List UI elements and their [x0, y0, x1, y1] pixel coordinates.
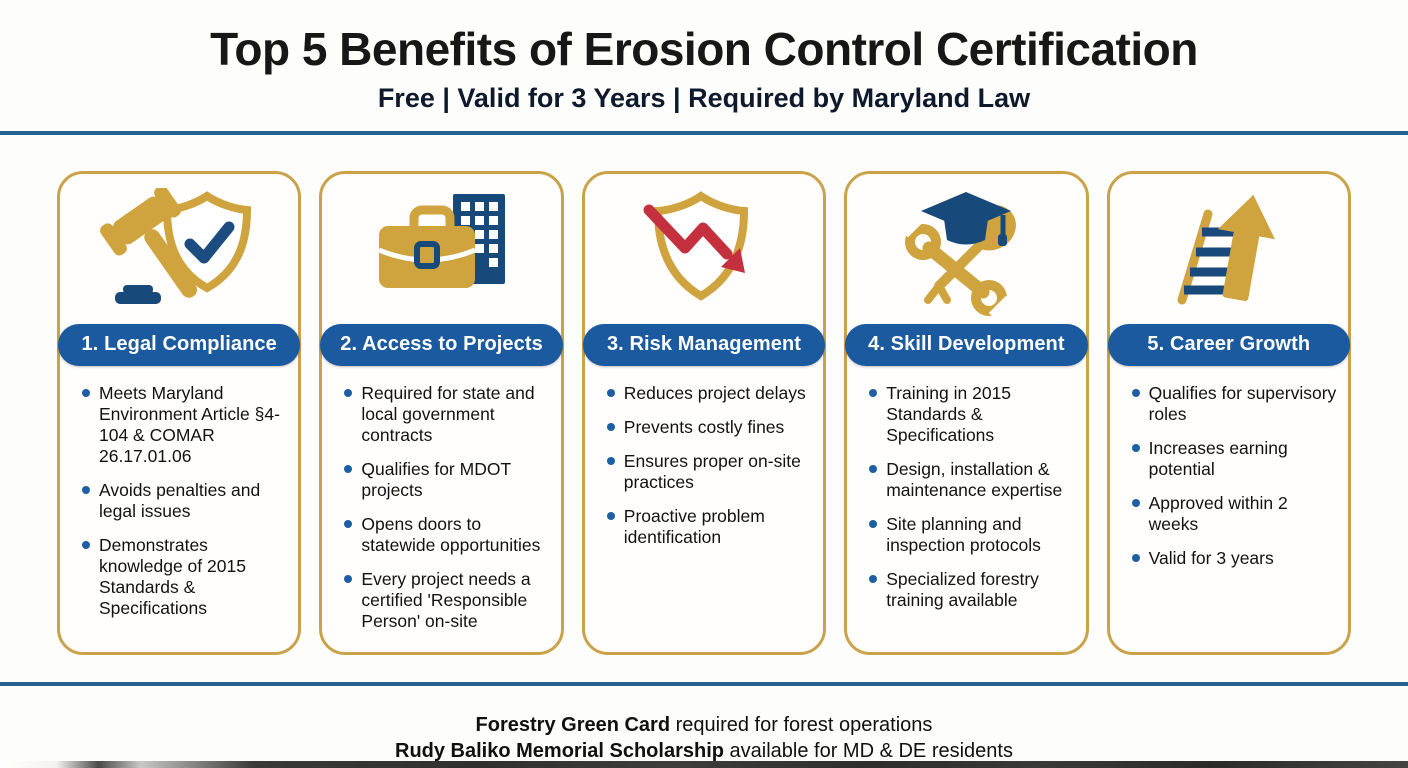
benefit-item: Site planning and inspection protocols: [867, 514, 1077, 556]
card-title-pill: 3. Risk Management: [582, 323, 826, 366]
card-title-pill: 4. Skill Development: [845, 323, 1088, 366]
benefit-item: Every project needs a certified 'Respons…: [342, 569, 552, 632]
benefit-item: Opens doors to statewide opportunities: [342, 514, 552, 556]
bottom-divider-line: [0, 682, 1408, 686]
benefit-item: Required for state and local government …: [342, 383, 552, 446]
card-risk-management: 3. Risk Management Reduces project delay…: [581, 170, 827, 655]
benefit-item: Avoids penalties and legal issues: [80, 480, 290, 522]
card-icon-area: [1110, 174, 1348, 324]
benefit-item: Demonstrates knowledge of 2015 Standards…: [80, 535, 290, 619]
card-skill-development: 4. Skill Development Training in 2015 St…: [844, 170, 1089, 655]
benefit-item: Reduces project delays: [605, 383, 815, 404]
benefit-item: Valid for 3 years: [1130, 548, 1340, 569]
graduation-cap-tools-icon: [896, 191, 1018, 318]
footer-bold-forestry-green-card: Forestry Green Card: [475, 714, 671, 736]
benefit-item: Qualifies for supervisory roles: [1130, 383, 1340, 425]
benefit-item: Meets Maryland Environment Article §4-10…: [80, 383, 290, 467]
top-divider-line: [0, 130, 1408, 135]
page-subtitle: Free | Valid for 3 Years | Required by M…: [377, 82, 1031, 113]
benefit-list: Training in 2015 Standards & Specificati…: [847, 383, 1085, 621]
card-icon-area: [847, 174, 1085, 324]
benefit-list: Qualifies for supervisory roles Increases…: [1110, 383, 1348, 579]
footer-text: required for forest operations: [670, 714, 933, 736]
card-title: 2. Access to Projects: [340, 333, 543, 356]
footer-notes: Forestry Green Card required for forest …: [0, 712, 1408, 764]
card-icon-area: [322, 174, 560, 324]
bottom-edge-artifact: [0, 761, 1408, 768]
card-title-pill: 2. Access to Projects: [320, 323, 563, 366]
card-title: 5. Career Growth: [1147, 333, 1311, 356]
shield-declining-arrow-icon: [643, 190, 748, 301]
benefit-list: Reduces project delays Prevents costly fi…: [585, 383, 823, 558]
card-icon-area: [585, 174, 823, 324]
benefit-item: Training in 2015 Standards & Specificati…: [867, 383, 1077, 446]
card-title: 4. Skill Development: [868, 333, 1065, 356]
benefit-list: Required for state and local government …: [322, 383, 560, 642]
card-title: 1. Legal Compliance: [81, 333, 277, 356]
gavel-shield-check-icon: [100, 187, 252, 304]
ladder-up-arrow-icon: [1177, 194, 1275, 305]
card-career-growth: 5. Career Growth Qualifies for superviso…: [1106, 170, 1351, 655]
benefit-item: Qualifies for MDOT projects: [342, 459, 552, 501]
card-icon-area: [60, 174, 298, 324]
card-title: 3. Risk Management: [606, 333, 802, 356]
card-title-pill: 1. Legal Compliance: [58, 323, 301, 366]
benefit-item: Specialized forestry training available: [867, 569, 1077, 611]
benefit-list: Meets Maryland Environment Article §4-10…: [60, 383, 298, 629]
footer-line-scholarship: Rudy Baliko Memorial Scholarship availab…: [0, 738, 1408, 764]
benefit-item: Prevents costly fines: [605, 417, 815, 438]
header: Top 5 Benefits of Erosion Control Certif…: [0, 0, 1408, 114]
benefit-item: Design, installation & maintenance exper…: [867, 459, 1077, 501]
card-legal-compliance: 1. Legal Compliance Meets Maryland Envir…: [57, 170, 302, 655]
footer-bold-scholarship: Rudy Baliko Memorial Scholarship: [395, 740, 724, 762]
card-access-to-projects: 2. Access to Projects Required for state…: [319, 170, 564, 655]
card-title-pill: 5. Career Growth: [1107, 323, 1350, 366]
benefit-item: Approved within 2 weeks: [1130, 493, 1340, 535]
page-title: Top 5 Benefits of Erosion Control Certif…: [210, 23, 1198, 75]
footer-text: available for MD & DE residents: [723, 740, 1013, 762]
footer-line-forestry: Forestry Green Card required for forest …: [0, 712, 1408, 738]
benefit-item: Increases earning potential: [1130, 438, 1340, 480]
benefit-cards: 1. Legal Compliance Meets Maryland Envir…: [57, 170, 1351, 655]
briefcase-building-icon: [377, 193, 505, 288]
benefit-item: Ensures proper on-site practices: [605, 451, 815, 493]
benefit-item: Proactive problem identification: [605, 506, 815, 548]
